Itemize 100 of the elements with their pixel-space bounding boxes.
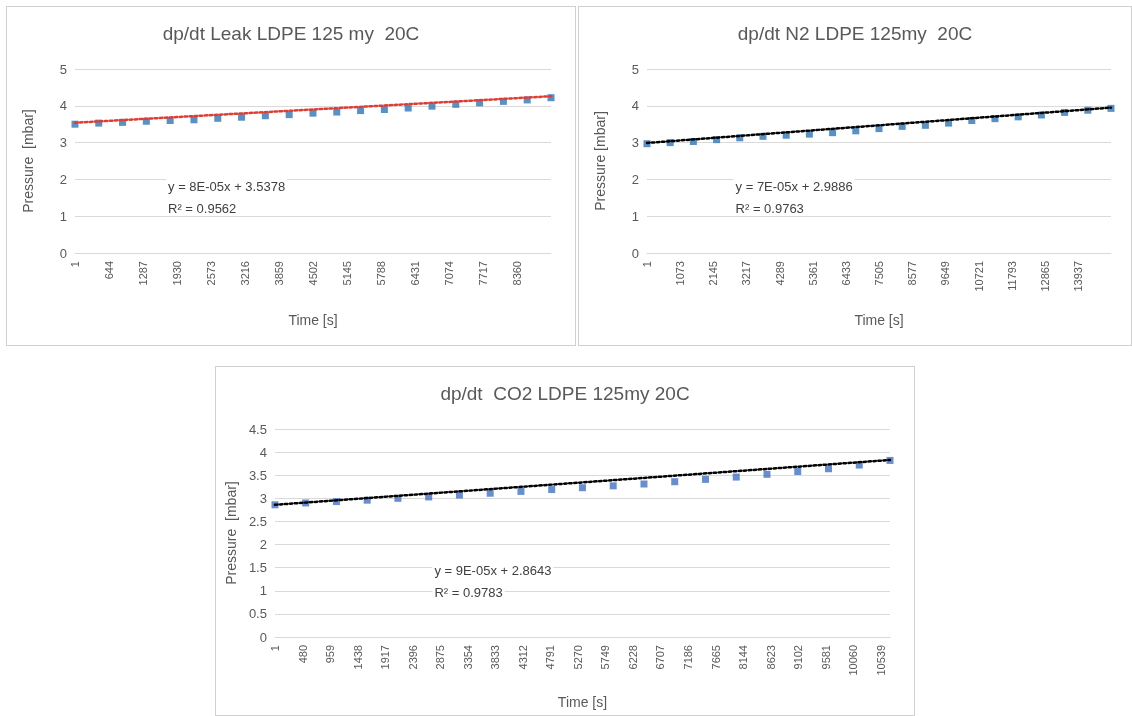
- annotation: R² = 0.9763: [735, 201, 804, 216]
- point: [640, 480, 648, 488]
- x-tick-label: 8144: [737, 645, 750, 670]
- y-tick-label: 2: [631, 171, 639, 187]
- y-tick-label: 1: [631, 208, 639, 224]
- x-tick-label: 8360: [511, 261, 524, 286]
- point: [609, 482, 617, 490]
- chart-title: dp/dt CO2 LDPE 125my 20C: [440, 383, 690, 404]
- annotation: y = 9E-05x + 2.8643: [434, 563, 552, 578]
- x-tick-label: 10060: [847, 645, 860, 676]
- point: [671, 478, 679, 486]
- x-tick-label: 8623: [764, 645, 777, 670]
- y-tick-label: 1: [59, 208, 67, 224]
- x-tick-label: 4312: [516, 645, 529, 670]
- y-tick-label: 1.5: [248, 560, 267, 576]
- annotation: y = 7E-05x + 2.9886: [735, 179, 853, 194]
- x-tick-label: 9102: [792, 645, 805, 670]
- x-tick-label: 1917: [379, 645, 392, 670]
- x-tick-label: 5270: [571, 645, 584, 670]
- x-tick-label: 1: [268, 645, 281, 652]
- x-tick-label: 7074: [443, 261, 456, 286]
- y-axis-title: Pressure [mbar]: [223, 481, 239, 585]
- x-tick-label: 6707: [654, 645, 667, 670]
- x-tick-label: 1: [641, 261, 653, 268]
- point: [732, 473, 740, 481]
- y-axis-title: Pressure [mbar]: [20, 109, 36, 213]
- y-tick-label: 3.5: [248, 467, 267, 483]
- x-tick-label: 5749: [599, 645, 612, 670]
- y-tick-label: 0: [259, 629, 267, 645]
- x-tick-label: 5788: [375, 261, 388, 286]
- x-tick-label: 7717: [477, 261, 490, 286]
- x-tick-label: 1438: [351, 645, 364, 670]
- x-tick-label: 959: [324, 645, 337, 664]
- y-tick-label: 0: [59, 245, 67, 261]
- x-tick-label: 9581: [819, 645, 832, 670]
- y-tick-label: 5: [59, 61, 67, 77]
- y-tick-label: 2.5: [248, 513, 267, 529]
- y-tick-label: 4: [259, 444, 267, 460]
- x-axis-title: Time [s]: [288, 312, 338, 328]
- x-tick-label: 7186: [682, 645, 694, 670]
- y-tick-label: 3: [59, 135, 67, 151]
- x-tick-label: 3216: [239, 261, 252, 286]
- y-axis-title: Pressure [mbar]: [592, 111, 608, 211]
- x-tick-label: 3217: [740, 261, 753, 286]
- y-tick-label: 3: [259, 490, 267, 506]
- point: [763, 470, 771, 478]
- x-tick-label: 4289: [773, 261, 786, 286]
- x-tick-label: 1073: [674, 261, 687, 286]
- x-tick-label: 12865: [1038, 261, 1051, 292]
- annotation: R² = 0.9783: [434, 585, 503, 600]
- x-tick-label: 3859: [273, 261, 286, 286]
- chart-title: dp/dt Leak LDPE 125 my 20C: [162, 23, 420, 44]
- point: [455, 491, 463, 499]
- y-tick-label: 2: [259, 537, 267, 553]
- annotation: y = 8E-05x + 3.5378: [168, 179, 286, 194]
- y-tick-label: 4.5: [248, 421, 267, 437]
- x-tick-label: 13937: [1072, 261, 1085, 292]
- x-tick-label: 6433: [839, 261, 852, 286]
- point: [548, 486, 556, 494]
- point: [701, 475, 709, 483]
- point: [486, 489, 494, 497]
- y-tick-label: 4: [631, 98, 639, 114]
- x-tick-label: 4791: [544, 645, 557, 670]
- annotation: R² = 0.9562: [168, 201, 237, 216]
- x-tick-label: 6228: [626, 645, 639, 670]
- x-tick-label: 5361: [806, 261, 819, 286]
- x-tick-label: 2145: [707, 261, 720, 286]
- x-tick-label: 6431: [409, 261, 422, 286]
- y-tick-label: 2: [59, 171, 67, 187]
- x-tick-label: 480: [296, 645, 309, 664]
- x-tick-label: 3833: [489, 645, 502, 670]
- point: [517, 487, 525, 495]
- x-tick-label: 7505: [873, 261, 886, 286]
- point: [794, 468, 802, 476]
- point: [238, 113, 246, 121]
- point: [578, 484, 586, 492]
- x-axis-title: Time [s]: [854, 312, 904, 328]
- chart-title: dp/dt N2 LDPE 125my 20C: [737, 23, 973, 44]
- x-tick-label: 11793: [1005, 261, 1018, 291]
- x-tick-label: 1930: [171, 261, 184, 286]
- y-tick-label: 5: [631, 61, 639, 77]
- y-tick-label: 1: [259, 583, 267, 599]
- point: [404, 104, 412, 112]
- x-tick-label: 5145: [341, 261, 354, 286]
- y-tick-label: 0: [631, 245, 639, 261]
- x-tick-label: 2573: [205, 261, 218, 286]
- x-tick-label: 10721: [972, 261, 985, 292]
- x-tick-label: 1: [69, 261, 81, 268]
- x-tick-label: 10539: [874, 645, 887, 676]
- x-tick-label: 3354: [461, 645, 474, 670]
- y-tick-label: 3: [631, 135, 639, 151]
- x-tick-label: 4502: [307, 261, 320, 286]
- x-tick-label: 9649: [939, 261, 952, 286]
- x-tick-label: 644: [103, 261, 116, 280]
- y-tick-label: 4: [59, 98, 67, 114]
- x-tick-label: 1287: [137, 261, 150, 286]
- x-axis-title: Time [s]: [557, 694, 608, 710]
- x-tick-label: 2396: [406, 645, 419, 670]
- x-tick-label: 2875: [434, 645, 447, 670]
- x-tick-label: 7665: [709, 645, 722, 670]
